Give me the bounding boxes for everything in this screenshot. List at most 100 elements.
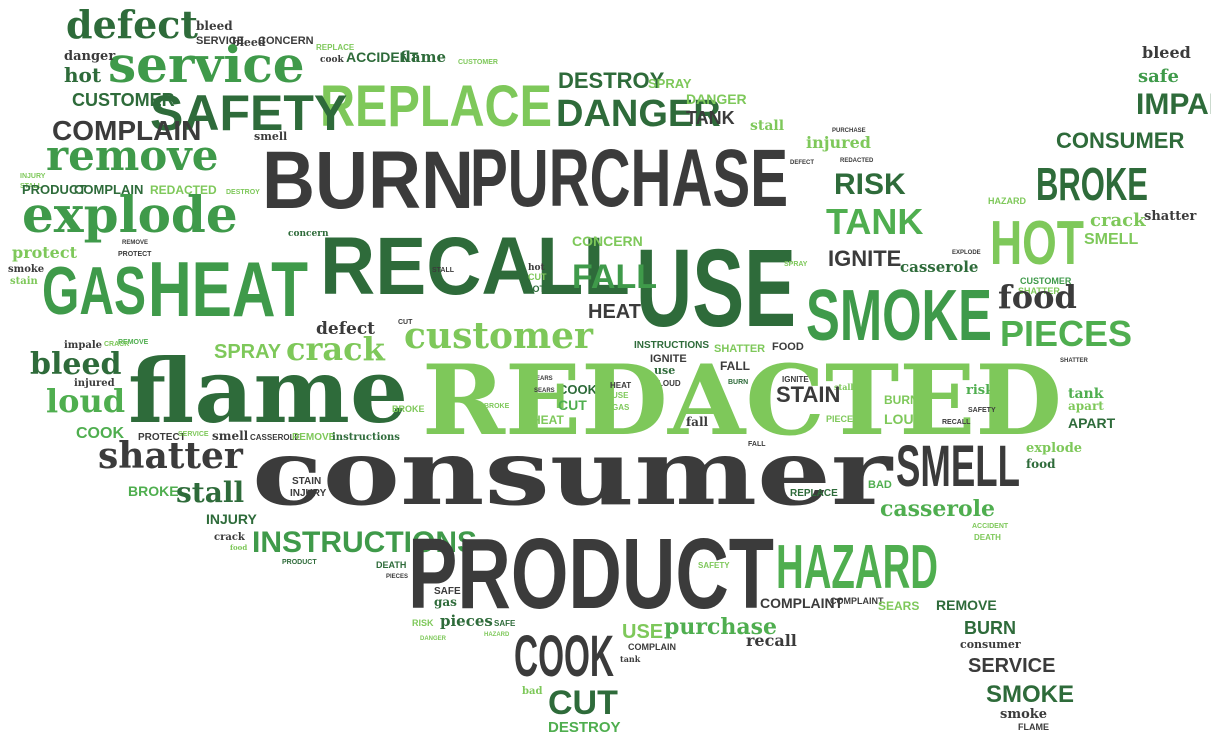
word: SMELL [896,434,1020,499]
word: consumer [252,420,894,526]
word: PRODUCT [22,182,86,197]
word: customer [404,315,594,357]
word: SAFE [494,619,516,628]
word: REPLACE [320,74,552,139]
word: USE [612,391,629,400]
word: COOK [558,382,598,397]
word: GAS [42,253,146,329]
word: PIECES [386,574,408,580]
word: COMPLAIN [52,115,201,146]
word: SAFE [434,586,461,597]
word: CUSTOMER [458,59,498,66]
word: tank [1068,386,1104,402]
word: risk [966,383,995,398]
word: CUT [398,319,413,326]
word: APART [1068,415,1116,431]
word: SEARS [534,388,555,394]
word: HAZARD [484,632,510,638]
word: CRACK [104,341,129,348]
word: CONSUMER [1056,128,1184,153]
word: LOUD [658,379,681,388]
word: food [998,278,1077,316]
word: HAZARD [988,196,1026,206]
word: SMELL [1084,231,1138,248]
word: DANGER [556,93,721,135]
word: SAFETY [150,85,347,141]
word: BURN [964,618,1016,638]
word: explode [1026,441,1082,456]
word: CUT [558,397,587,413]
word: stall [834,382,853,392]
word: explode [22,185,238,244]
word: BURN [728,379,748,386]
word: IGNITE [782,375,809,384]
word: CONCERN [572,233,643,249]
word: DANGER [686,91,747,107]
word: INJURY [206,511,257,527]
word: PRODUCT [408,518,774,630]
word: SPRAY [784,261,808,268]
word: hot [64,63,102,87]
word: FLAME [1018,722,1049,732]
word: IGNITE [828,246,901,271]
word: SAFETY [968,407,996,414]
word: BROKE [128,483,179,499]
word: SMOKE [986,681,1074,708]
word: COMPLAIN [628,642,676,652]
word: BURN [262,135,474,226]
word: use [654,364,675,377]
word: defect [66,2,198,47]
word: crack [214,532,246,543]
word: INJURY [20,173,46,180]
word: purchase [664,614,777,640]
word: RECALL [942,419,971,426]
word: HOT [990,209,1084,278]
word: COOK [514,624,614,689]
word: HEAT [148,245,308,333]
word: stall [176,476,244,509]
word: consumer [960,638,1021,651]
word: SPRAY [214,341,282,363]
word: CUSTOMER [72,90,175,110]
word: PURCHASE [832,128,866,134]
word: apart [1068,399,1104,413]
word: DESTROY [226,189,260,196]
word: bleed [196,19,233,33]
word: loud [46,382,125,420]
word: flame [128,339,408,443]
word: BAD [868,479,892,491]
word: DESTROY [558,68,665,93]
word: SHATTER [714,343,765,355]
word: INSTRUCTIONS [634,340,709,351]
word: DANGER [420,636,447,642]
word: HEAT [588,301,641,323]
word: defect [316,319,375,339]
word: STALL [20,183,43,190]
word: injured [806,133,871,152]
word: SAFETY [698,561,730,570]
word: SERVICE [178,431,209,438]
word: shatter [1144,209,1196,224]
word: SPRAY [648,76,692,91]
word: food [230,543,247,552]
word: BURN [884,393,919,407]
word: CUSTOMER [1020,276,1072,286]
word: IMPALE [1136,88,1211,121]
word: stain [10,276,39,287]
word: RECALL [320,221,630,312]
word: service [108,35,305,94]
word: smell [254,130,287,143]
word: FALL [572,258,657,296]
word: GAS [612,403,630,412]
word: REMOVE [122,240,148,246]
word: SERVICE [968,655,1055,677]
word: COMPLAINT [760,595,844,611]
word: DEATH [376,560,406,570]
word: ACCIDENT [346,49,419,65]
word: hot [528,263,546,273]
word: flame [400,48,446,66]
word: pieces [440,612,493,630]
word: REMOVE [118,339,149,346]
word: INJURY [290,488,327,499]
word: SERVICE [196,35,244,47]
